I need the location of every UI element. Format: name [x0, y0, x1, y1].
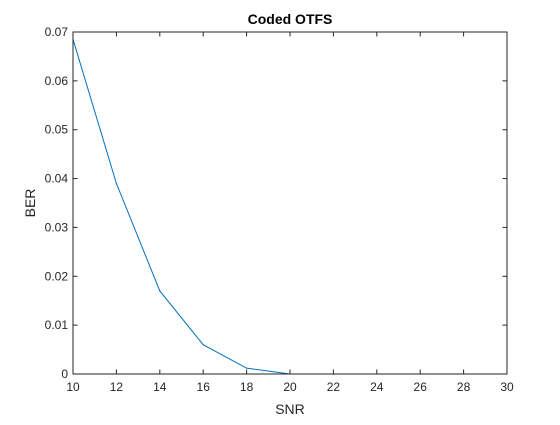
y-tick-label: 0.05	[45, 123, 69, 137]
x-tick-label: 22	[327, 380, 341, 394]
y-tick-label: 0.03	[45, 220, 69, 234]
y-tick-label: 0.06	[45, 74, 69, 88]
chart-title: Coded OTFS	[248, 11, 333, 27]
y-tick-label: 0.01	[45, 318, 69, 332]
data-point	[115, 182, 117, 185]
y-tick-label: 0.04	[45, 172, 69, 186]
x-tick-label: 14	[153, 380, 167, 394]
y-tick-label: 0.02	[45, 269, 69, 283]
plot-background	[73, 32, 507, 374]
x-axis-label: SNR	[275, 401, 305, 417]
x-tick-label: 20	[283, 380, 297, 394]
data-point	[246, 367, 248, 369]
x-tick-label: 16	[197, 380, 211, 394]
y-ticks: 0 0.01 0.02 0.03 0.04 0.05 0.06 0.07	[45, 25, 507, 381]
plot-frame	[72, 31, 508, 375]
data-point	[202, 344, 204, 346]
x-tick-label: 24	[370, 380, 384, 394]
x-tick-label: 26	[414, 380, 428, 394]
y-tick-label: 0.07	[45, 25, 69, 39]
x-tick-label: 18	[240, 380, 254, 394]
data-point	[159, 290, 161, 292]
y-tick-label: 0	[61, 367, 68, 381]
x-tick-label: 30	[500, 380, 514, 394]
y-axis-label: BER	[22, 189, 38, 218]
x-tick-label: 12	[110, 380, 124, 394]
x-tick-label: 10	[66, 380, 80, 394]
x-ticks: 10 12 14 16 18 20 22 24 26 28 30	[66, 32, 514, 394]
x-tick-label: 28	[457, 380, 471, 394]
